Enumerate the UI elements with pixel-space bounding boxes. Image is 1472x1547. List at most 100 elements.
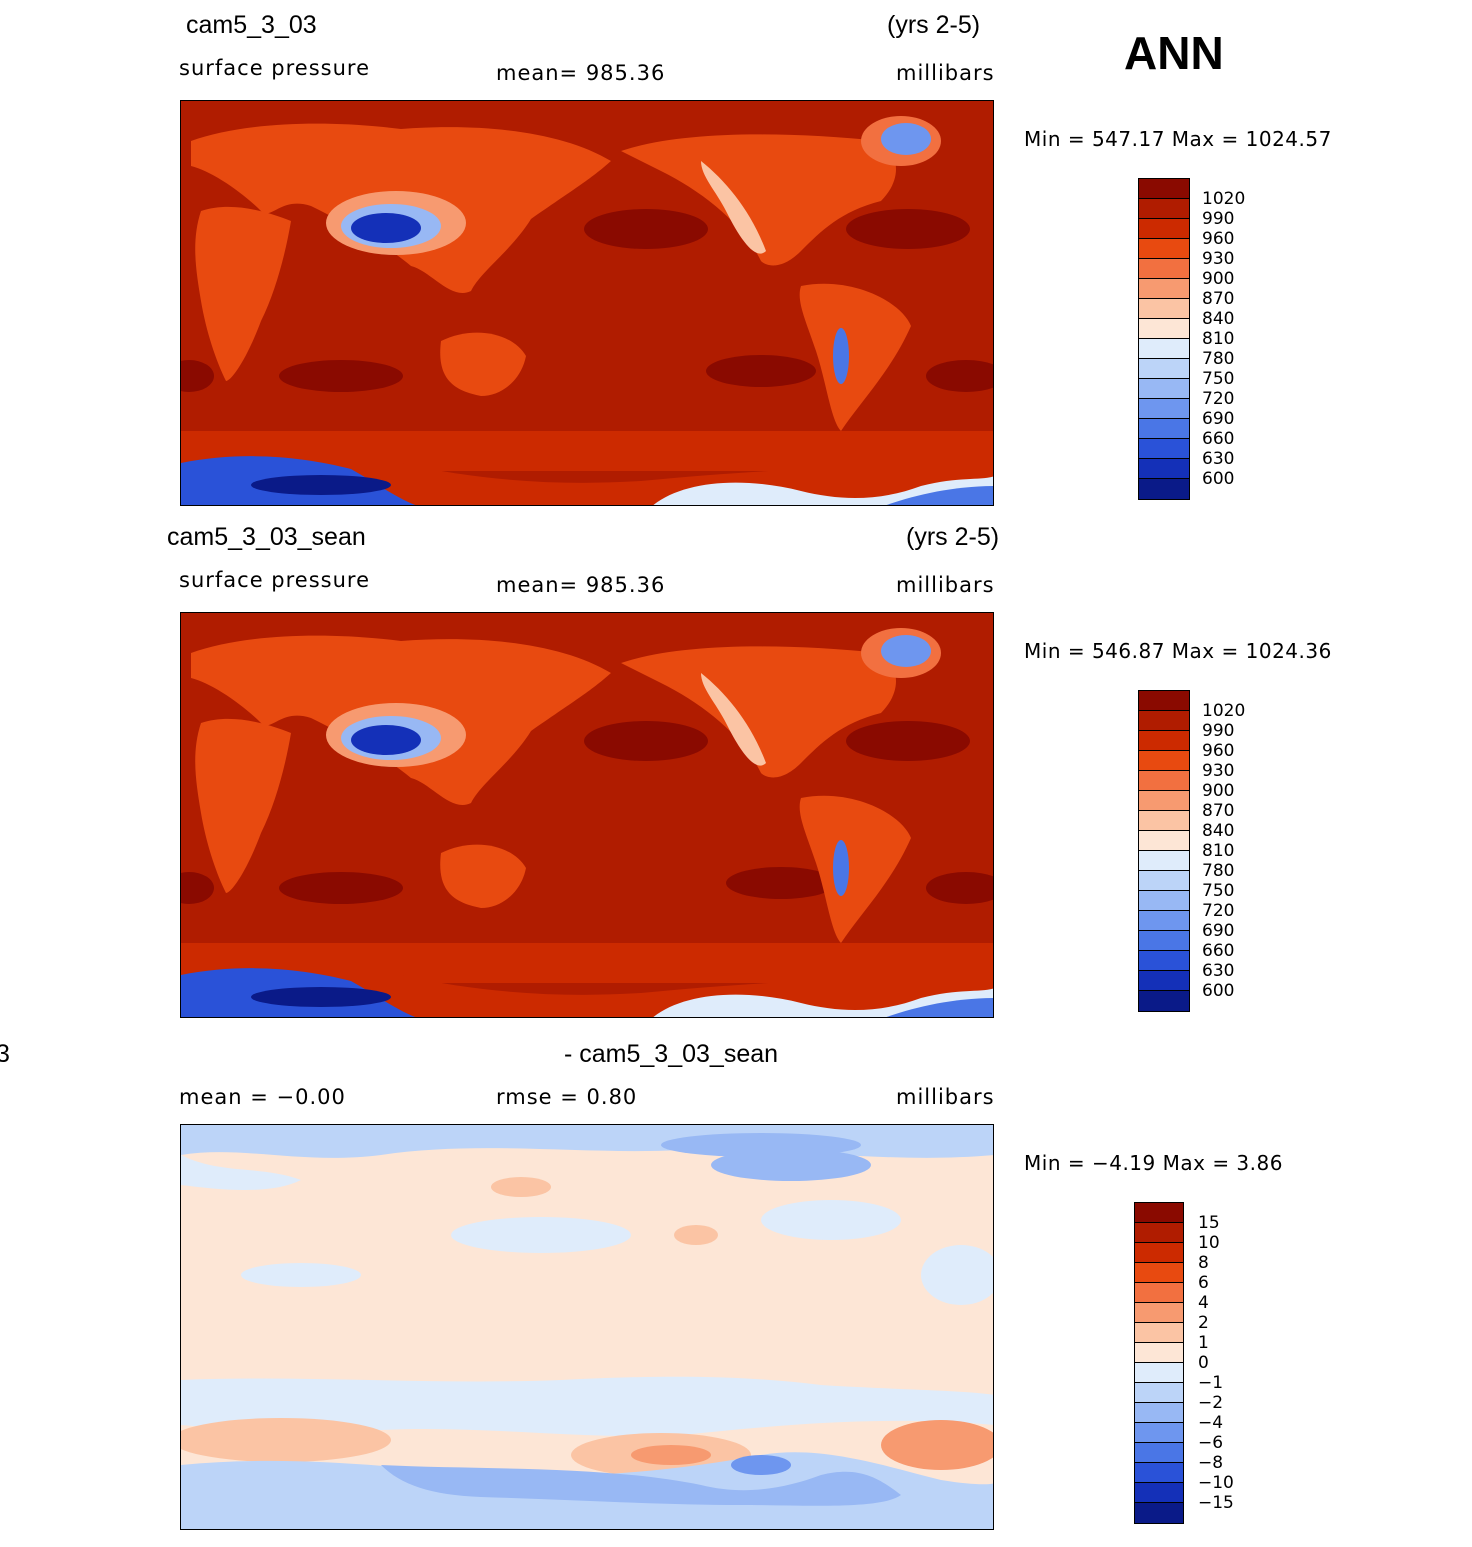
colorbar-label: 8 — [1198, 1253, 1209, 1273]
colorbar-label: 780 — [1202, 861, 1235, 881]
colorbar-swatch — [1139, 731, 1189, 751]
panel3-colorbar-labels: 15 10 8 6 4 2 1 0 −1 −2 −4 −6 −8 −10 −15 — [1198, 1213, 1234, 1513]
colorbar-label: −8 — [1198, 1453, 1224, 1473]
panel1-map-image — [181, 101, 993, 505]
colorbar-swatch — [1139, 811, 1189, 831]
colorbar-label: 1 — [1198, 1333, 1209, 1353]
colorbar-swatch — [1139, 851, 1189, 871]
colorbar-label: 870 — [1202, 801, 1235, 821]
colorbar-swatch — [1135, 1323, 1183, 1343]
colorbar-label: 1020 — [1202, 701, 1246, 721]
colorbar-swatch — [1135, 1503, 1183, 1523]
colorbar-label: 2 — [1198, 1313, 1209, 1333]
colorbar-label: −6 — [1198, 1433, 1224, 1453]
panel1-colorbar-labels: 1020 990 960 930 900 870 840 810 780 750… — [1202, 189, 1245, 489]
colorbar-label: 720 — [1202, 389, 1235, 409]
colorbar-swatch — [1139, 791, 1189, 811]
panel1-units: millibars — [896, 61, 995, 85]
colorbar-label: 630 — [1202, 961, 1235, 981]
colorbar-label: 6 — [1198, 1273, 1209, 1293]
colorbar-swatch — [1139, 299, 1189, 319]
colorbar-label: 990 — [1202, 721, 1235, 741]
panel1-map — [180, 100, 994, 506]
colorbar-label: 600 — [1202, 469, 1235, 489]
panel1-minmax: Min = 547.17 Max = 1024.57 — [1024, 127, 1332, 151]
colorbar-label: 900 — [1202, 269, 1235, 289]
colorbar-swatch — [1135, 1263, 1183, 1283]
colorbar-swatch — [1139, 971, 1189, 991]
panel3-mean: mean = −0.00 — [179, 1085, 346, 1109]
colorbar-swatch — [1135, 1203, 1183, 1223]
colorbar-swatch — [1139, 439, 1189, 459]
panel2-mean: mean= 985.36 — [496, 573, 666, 597]
colorbar-swatch — [1139, 259, 1189, 279]
colorbar-swatch — [1139, 479, 1189, 499]
panel1-case-title: cam5_3_03 — [186, 11, 317, 39]
colorbar-swatch — [1139, 751, 1189, 771]
colorbar-swatch — [1135, 1243, 1183, 1263]
colorbar-label: −15 — [1198, 1493, 1234, 1513]
panel2-case-title: cam5_3_03_sean — [167, 523, 366, 551]
colorbar-label: 630 — [1202, 449, 1235, 469]
colorbar-label: −4 — [1198, 1413, 1224, 1433]
colorbar-label: 840 — [1202, 821, 1235, 841]
colorbar-swatch — [1135, 1423, 1183, 1443]
colorbar-swatch — [1135, 1223, 1183, 1243]
colorbar-label: −2 — [1198, 1393, 1224, 1413]
panel3-colorbar — [1134, 1202, 1184, 1524]
panel2-years: (yrs 2-5) — [906, 523, 1000, 551]
colorbar-label: 0 — [1198, 1353, 1209, 1373]
colorbar-swatch — [1135, 1483, 1183, 1503]
panel2-colorbar-labels: 1020 990 960 930 900 870 840 810 780 750… — [1202, 701, 1245, 1001]
colorbar-label: 960 — [1202, 741, 1235, 761]
colorbar-label: 960 — [1202, 229, 1235, 249]
colorbar-swatch — [1139, 911, 1189, 931]
panel2-map — [180, 612, 994, 1018]
colorbar-label: 750 — [1202, 881, 1235, 901]
colorbar-label: 930 — [1202, 249, 1235, 269]
colorbar-label: 690 — [1202, 409, 1235, 429]
colorbar-swatch — [1139, 711, 1189, 731]
panel3-title: - cam5_3_03_sean — [564, 1040, 779, 1068]
colorbar-label: 1020 — [1202, 189, 1246, 209]
colorbar-swatch — [1135, 1443, 1183, 1463]
panel2-units: millibars — [896, 573, 995, 597]
panel1-mean: mean= 985.36 — [496, 61, 666, 85]
colorbar-label: 600 — [1202, 981, 1235, 1001]
colorbar-swatch — [1139, 459, 1189, 479]
colorbar-swatch — [1139, 319, 1189, 339]
colorbar-swatch — [1139, 279, 1189, 299]
colorbar-swatch — [1135, 1383, 1183, 1403]
colorbar-label: −10 — [1198, 1473, 1234, 1493]
panel3-rmse: rmse = 0.80 — [496, 1085, 638, 1109]
colorbar-swatch — [1139, 359, 1189, 379]
colorbar-swatch — [1139, 179, 1189, 199]
panel3-minmax: Min = −4.19 Max = 3.86 — [1024, 1151, 1283, 1175]
colorbar-swatch — [1139, 691, 1189, 711]
colorbar-swatch — [1139, 771, 1189, 791]
panel2-colorbar — [1138, 690, 1190, 1012]
panel1-years: (yrs 2-5) — [887, 11, 981, 39]
colorbar-swatch — [1139, 831, 1189, 851]
colorbar-swatch — [1139, 399, 1189, 419]
panel3-map — [180, 1124, 994, 1530]
colorbar-label: 990 — [1202, 209, 1235, 229]
colorbar-label: 810 — [1202, 329, 1235, 349]
panel3-map-image — [181, 1125, 993, 1529]
colorbar-swatch — [1135, 1463, 1183, 1483]
colorbar-swatch — [1139, 239, 1189, 259]
colorbar-swatch — [1135, 1403, 1183, 1423]
panel2-minmax: Min = 546.87 Max = 1024.36 — [1024, 639, 1332, 663]
colorbar-swatch — [1139, 219, 1189, 239]
panel2-variable: surface pressure — [179, 568, 370, 592]
colorbar-swatch — [1139, 951, 1189, 971]
panel1-colorbar — [1138, 178, 1190, 500]
colorbar-label: 750 — [1202, 369, 1235, 389]
colorbar-swatch — [1135, 1303, 1183, 1323]
colorbar-label: 930 — [1202, 761, 1235, 781]
season-label: ANN — [1124, 27, 1224, 79]
colorbar-label: 870 — [1202, 289, 1235, 309]
colorbar-label: 810 — [1202, 841, 1235, 861]
colorbar-swatch — [1139, 871, 1189, 891]
panel3-units: millibars — [896, 1085, 995, 1109]
